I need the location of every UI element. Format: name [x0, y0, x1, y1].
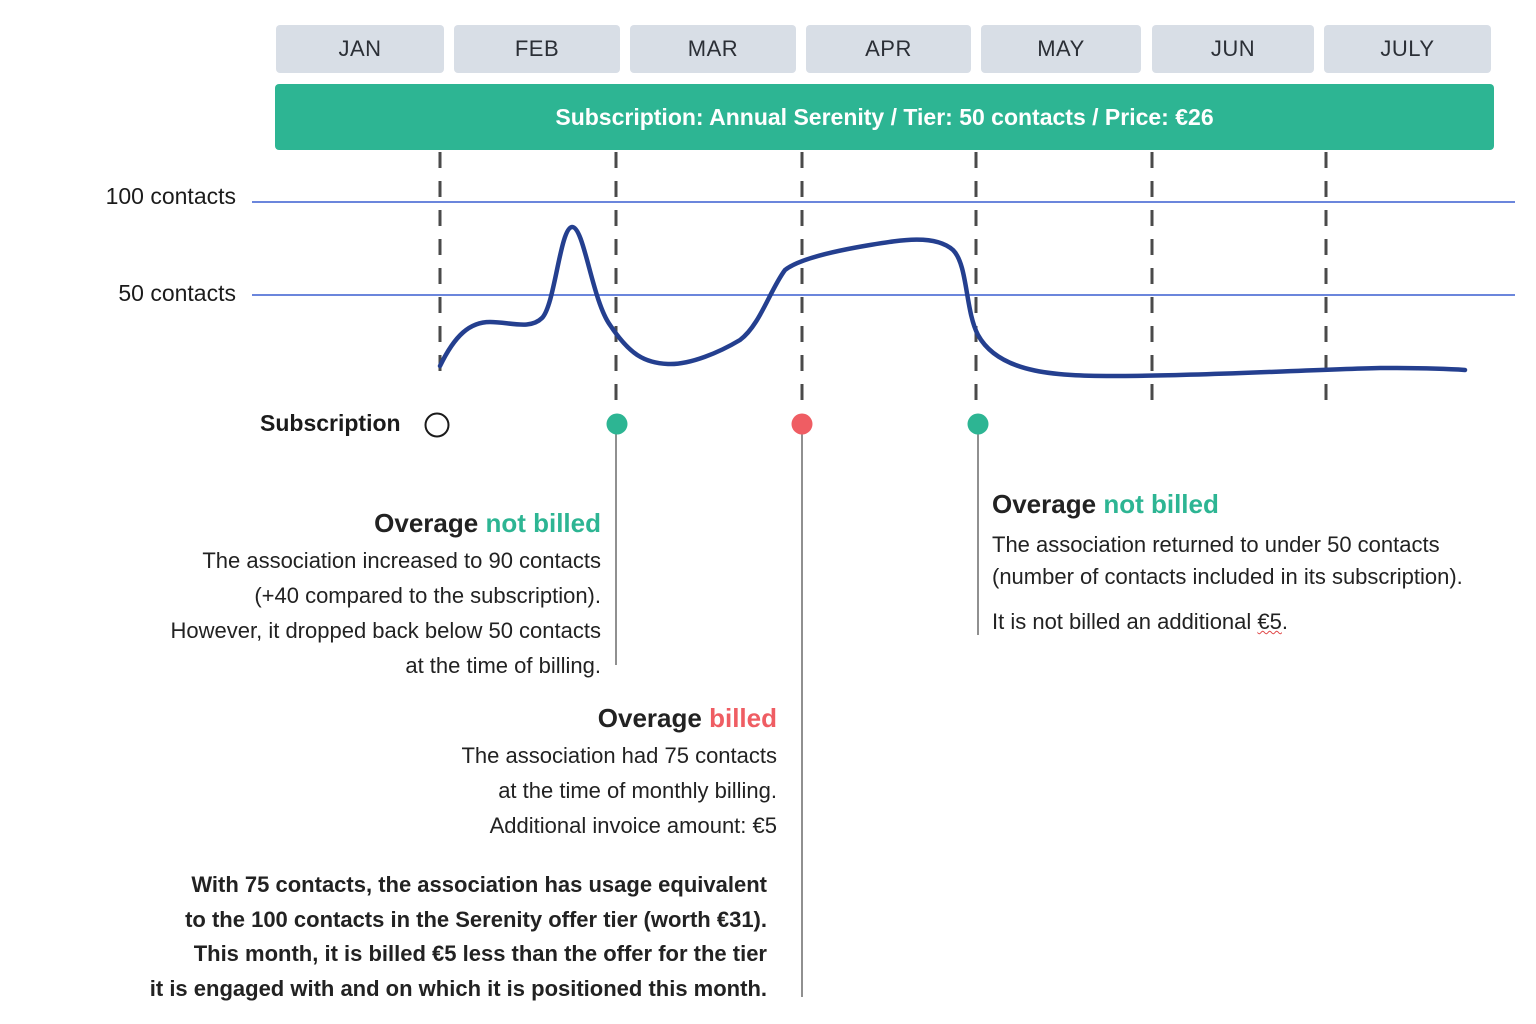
- marker-feb-not-billed: [606, 413, 628, 435]
- note-mar-line: The association had 75 contacts: [461, 743, 777, 768]
- subscription-banner: Subscription: Annual Serenity / Tier: 50…: [275, 84, 1494, 150]
- note-mar-explanation-line: With 75 contacts, the association has us…: [191, 872, 767, 897]
- note-feb-line: The association increased to 90 contacts: [202, 548, 601, 573]
- threshold-50-label: 50 contacts: [118, 280, 236, 306]
- note-mar-explanation-line: to the 100 contacts in the Serenity offe…: [185, 906, 767, 932]
- month-mar: MAR: [630, 25, 796, 73]
- contacts-curve: [437, 224, 1468, 379]
- subscription-row-label: Subscription: [260, 410, 401, 436]
- threshold-100-label: 100 contacts: [105, 183, 236, 209]
- marker-mar-billed: [791, 413, 813, 435]
- note-mar-heading: Overage billed: [120, 698, 777, 738]
- month-apr: APR: [806, 25, 971, 73]
- note-mar: Overage billed The association had 75 co…: [120, 698, 777, 843]
- note-apr-line: The association returned to under 50 con…: [992, 532, 1440, 557]
- note-apr: Overage not billed The association retur…: [992, 484, 1512, 638]
- note-mar-heading-status: billed: [709, 703, 777, 733]
- note-feb-line: (+40 compared to the subscription).: [254, 583, 601, 608]
- note-apr-heading: Overage not billed: [992, 484, 1512, 524]
- note-feb-line: at the time of billing.: [405, 653, 601, 678]
- month-jan: JAN: [276, 25, 444, 73]
- note-feb-line: However, it dropped back below 50 contac…: [170, 618, 601, 643]
- month-feb: FEB: [454, 25, 620, 73]
- note-feb-heading: Overage not billed: [100, 503, 601, 543]
- note-apr-amount: €5: [1257, 609, 1282, 634]
- note-mar-explanation-line: This month, it is billed €5 less than th…: [193, 941, 767, 966]
- marker-apr-not-billed: [967, 413, 989, 435]
- note-feb: Overage not billed The association incre…: [100, 503, 601, 683]
- note-apr-heading-status: not billed: [1103, 489, 1219, 519]
- note-mar-line: Additional invoice amount: €5: [489, 813, 777, 838]
- note-apr-line: It is not billed an additional €5.: [992, 606, 1512, 638]
- note-apr-line: (number of contacts included in its subs…: [992, 564, 1463, 589]
- note-feb-heading-status: not billed: [485, 508, 601, 538]
- note-apr-line-prefix: It is not billed an additional: [992, 609, 1258, 634]
- note-feb-heading-main: Overage: [374, 508, 479, 538]
- note-mar-line: at the time of monthly billing.: [498, 778, 777, 803]
- marker-jan-subscription: [424, 412, 450, 438]
- month-may: MAY: [981, 25, 1141, 73]
- month-july: JULY: [1324, 25, 1491, 73]
- note-apr-line-suffix: .: [1281, 609, 1289, 634]
- note-mar-explanation-line: it is engaged with and on which it is po…: [149, 975, 767, 1001]
- month-jun: JUN: [1152, 25, 1314, 73]
- note-mar-explanation: With 75 contacts, the association has us…: [100, 868, 767, 1006]
- note-apr-heading-main: Overage: [992, 489, 1097, 519]
- note-mar-heading-main: Overage: [597, 703, 702, 733]
